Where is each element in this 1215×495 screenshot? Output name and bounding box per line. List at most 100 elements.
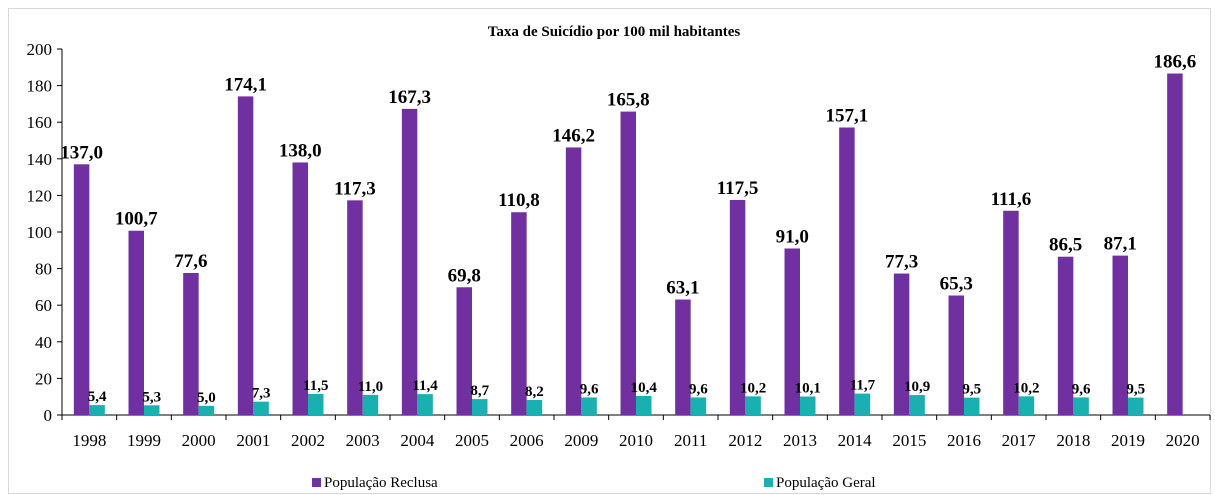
data-label-reclusa: 117,5: [717, 178, 759, 199]
data-label-geral: 9,6: [689, 381, 708, 397]
y-tick-label: 180: [27, 77, 53, 96]
x-tick-label: 2011: [674, 431, 707, 450]
y-tick-label: 20: [35, 369, 52, 388]
x-tick-label: 2001: [236, 431, 270, 450]
bar-populacao-reclusa: [237, 96, 254, 415]
bar-populacao-geral: [636, 395, 652, 415]
data-label-reclusa: 146,2: [552, 125, 595, 146]
bar-populacao-reclusa: [948, 295, 964, 415]
data-label-reclusa: 69,8: [448, 265, 481, 286]
data-label-reclusa: 63,1: [666, 278, 699, 299]
x-tick-label: 1998: [72, 431, 106, 450]
bar-populacao-geral: [89, 405, 105, 415]
data-label-reclusa: 186,6: [1154, 52, 1197, 73]
bar-populacao-reclusa: [784, 248, 800, 415]
data-label-geral: 10,4: [631, 380, 658, 396]
bar-populacao-reclusa: [511, 212, 527, 415]
data-label-reclusa: 111,6: [991, 189, 1032, 210]
data-label-reclusa: 117,3: [334, 178, 376, 199]
bar-populacao-reclusa: [347, 200, 363, 415]
x-tick-label: 2018: [1056, 431, 1090, 450]
data-label-reclusa: 165,8: [607, 90, 650, 111]
bar-populacao-reclusa: [292, 162, 308, 415]
data-label-geral: 7,3: [252, 386, 271, 402]
data-label-geral: 5,4: [88, 389, 107, 405]
bar-populacao-reclusa: [839, 127, 855, 415]
y-tick-label: 100: [27, 223, 53, 242]
x-tick-label: 2019: [1111, 431, 1145, 450]
y-axis: 0 20 40 60 80 100 120 140 160 180 200: [27, 40, 63, 425]
y-tick-label: 0: [44, 406, 53, 425]
legend-label: População Reclusa: [324, 475, 438, 491]
legend-swatch: [764, 478, 773, 487]
bar-populacao-geral: [909, 395, 925, 415]
data-label-geral: 11,7: [850, 378, 876, 394]
legend-label: População Geral: [776, 475, 876, 491]
data-label-geral: 11,4: [412, 378, 438, 394]
data-label-geral: 11,0: [358, 379, 383, 395]
x-tick-label: 2015: [892, 431, 926, 450]
x-axis: 1998 1999 2000 2001 2002 2003 2004 2005 2006 2009…: [61, 414, 1211, 450]
data-label-reclusa: 110,8: [498, 190, 540, 211]
bar-populacao-geral: [745, 396, 761, 415]
x-tick-label: 2006: [510, 431, 544, 450]
chart-title: Taxa de Suicídio por 100 mil habitantes: [488, 24, 741, 40]
data-label-reclusa: 86,5: [1049, 235, 1082, 256]
bar-populacao-reclusa: [401, 108, 418, 415]
bar-populacao-reclusa: [893, 273, 910, 415]
x-tick-label: 2020: [1166, 431, 1200, 450]
bar-populacao-reclusa: [565, 147, 582, 416]
data-label-reclusa: 174,1: [224, 74, 267, 95]
y-tick-label: 120: [27, 186, 53, 205]
x-tick-label: 2013: [783, 431, 817, 450]
data-label-reclusa: 91,0: [776, 226, 809, 247]
y-tick-label: 80: [35, 260, 52, 279]
bar-populacao-geral: [472, 399, 488, 415]
bar-populacao-reclusa: [456, 287, 472, 415]
data-label-reclusa: 137,0: [60, 142, 103, 163]
bar-populacao-geral: [362, 394, 379, 415]
x-tick-label: 2014: [838, 431, 873, 450]
x-tick-label: 2012: [728, 431, 762, 450]
x-tick-label: 2000: [182, 431, 216, 450]
bar-populacao-reclusa: [729, 199, 746, 415]
x-tick-label: 2017: [1002, 431, 1037, 450]
data-label-geral: 10,2: [1013, 380, 1039, 396]
data-label-geral: 9,5: [1126, 382, 1145, 398]
x-tick-label: 2004: [400, 431, 435, 450]
x-tick-label: 2016: [947, 431, 981, 450]
bar-populacao-reclusa: [128, 230, 144, 415]
bar-populacao-geral: [964, 397, 980, 415]
data-label-reclusa: 157,1: [826, 106, 869, 127]
bar-populacao-reclusa: [183, 272, 199, 415]
x-tick-label: 2010: [619, 431, 653, 450]
data-label-reclusa: 65,3: [940, 274, 973, 295]
bar-populacao-reclusa: [1112, 255, 1128, 415]
bars: [73, 73, 1183, 416]
data-label-geral: 9,5: [962, 382, 981, 398]
data-label-geral: 10,1: [795, 381, 821, 397]
legend-swatch: [312, 478, 321, 487]
data-label-reclusa: 77,3: [885, 252, 918, 273]
x-tick-label: 2005: [455, 431, 489, 450]
data-label-reclusa: 87,1: [1104, 234, 1137, 255]
bar-populacao-geral: [417, 394, 433, 415]
bar-populacao-reclusa: [620, 111, 636, 415]
bar-populacao-reclusa: [1167, 73, 1183, 415]
data-label-geral: 5,3: [142, 389, 161, 405]
bar-populacao-geral: [1073, 397, 1089, 415]
data-label-reclusa: 100,7: [115, 209, 158, 230]
data-labels: 137,0 100,7 77,6 174,1 138,0 117,3 167,3 69,8 11…: [60, 52, 1196, 406]
x-tick-label: 2003: [346, 431, 380, 450]
bar-populacao-geral: [144, 405, 160, 415]
data-label-geral: 9,6: [1072, 381, 1091, 397]
x-tick-label: 1999: [127, 431, 161, 450]
y-tick-label: 40: [35, 333, 52, 352]
bar-populacao-geral: [800, 396, 816, 415]
bar-populacao-reclusa: [73, 164, 90, 415]
x-tick-label: 2009: [564, 431, 598, 450]
bar-populacao-geral: [198, 405, 215, 415]
data-label-geral: 5,0: [197, 390, 216, 406]
y-tick-label: 160: [27, 113, 53, 132]
data-label-geral: 10,2: [740, 380, 766, 396]
